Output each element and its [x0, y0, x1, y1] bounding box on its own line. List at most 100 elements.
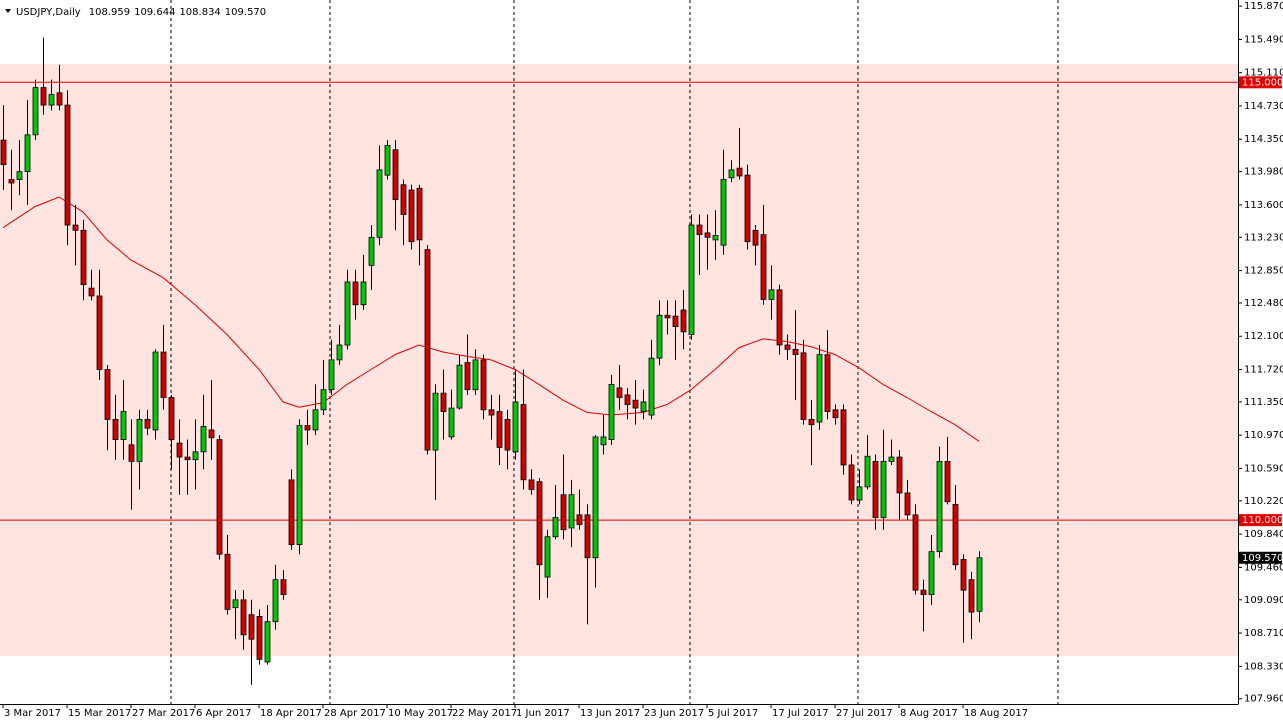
candle-body [8, 179, 15, 184]
candle-body [24, 134, 31, 173]
candle-body [288, 479, 295, 546]
candle-body [384, 144, 391, 176]
candle-body [752, 229, 759, 246]
x-tick-label: 28 Apr 2017 [324, 708, 386, 719]
candle-body [664, 314, 671, 319]
level-label: 110.000 [1242, 515, 1283, 526]
y-tick-label: 113.980 [1244, 167, 1283, 178]
candle-body [712, 235, 719, 241]
candle-body [576, 514, 583, 525]
candle-body [336, 344, 343, 361]
candle-body [232, 599, 239, 609]
x-tick-label: 3 Mar 2017 [4, 708, 61, 719]
candle-body [272, 579, 279, 623]
y-tick-label: 109.840 [1244, 529, 1283, 540]
y-tick-label: 115.110 [1244, 68, 1283, 79]
candle-body [528, 479, 535, 490]
x-tick-label: 5 Jul 2017 [708, 708, 758, 719]
candle-body [696, 224, 703, 236]
candle-body [160, 351, 167, 398]
candle-body [328, 359, 335, 391]
y-tick-label: 114.730 [1244, 101, 1283, 112]
y-tick-label: 108.330 [1244, 661, 1283, 672]
candle-body [568, 494, 575, 529]
candle-body [424, 249, 431, 451]
candle-body [312, 409, 319, 431]
candle-body [96, 295, 103, 370]
x-tick-label: 6 Apr 2017 [196, 708, 251, 719]
candle-body [40, 87, 47, 106]
x-tick-label: 15 Mar 2017 [68, 708, 131, 719]
level-label-box [1239, 76, 1282, 89]
candle-body [128, 444, 135, 462]
candle-body [864, 455, 871, 488]
candle-body [544, 536, 551, 578]
candle-body [816, 354, 823, 423]
y-tick-label: 115.490 [1244, 34, 1283, 45]
candle-body [256, 616, 263, 660]
candle-body [560, 494, 567, 531]
candle-body [920, 589, 927, 595]
y-tick-label: 110.590 [1244, 463, 1283, 474]
candle-body [240, 599, 247, 636]
x-tick-label: 27 Jul 2017 [836, 708, 893, 719]
candle-body [904, 492, 911, 516]
candle-body [944, 461, 951, 503]
candle-body [520, 404, 527, 481]
candle-body [88, 287, 95, 297]
candle-body [936, 461, 943, 553]
plot [0, 37, 1238, 685]
y-tick-label: 107.960 [1244, 694, 1283, 705]
candle-body [824, 354, 831, 412]
candle-body [584, 514, 591, 559]
y-tick-label: 113.600 [1244, 200, 1283, 211]
candle-body [960, 559, 967, 591]
candle-body [408, 189, 415, 243]
candle-body [168, 397, 175, 440]
candle-body [600, 436, 607, 446]
candle-body [184, 456, 191, 461]
candle-body [792, 348, 799, 356]
candle-body [928, 551, 935, 595]
x-tick-label: 23 Jun 2017 [644, 708, 704, 719]
candle-body [776, 289, 783, 346]
y-tick-label: 112.850 [1244, 266, 1283, 277]
menu-arrow[interactable] [5, 9, 11, 13]
candle-body [48, 94, 55, 106]
candle-body [808, 419, 815, 426]
x-tick-label: 1 Jun 2017 [516, 708, 570, 719]
candle-body [856, 486, 863, 501]
candle-body [968, 579, 975, 613]
candle-body [632, 399, 639, 409]
candle-body [400, 184, 407, 215]
candle-body [504, 419, 511, 451]
x-tick-label: 18 Aug 2017 [964, 708, 1028, 719]
level-label: 115.000 [1242, 77, 1283, 88]
candle-body [56, 92, 63, 106]
candle-body [536, 481, 543, 566]
y-tick-label: 111.350 [1244, 397, 1283, 408]
y-tick-label: 115.870 [1244, 1, 1283, 12]
candle-body [432, 392, 439, 451]
level-label-box [1239, 514, 1282, 527]
candle-body [768, 289, 775, 300]
candle-body [704, 232, 711, 238]
candle-body [176, 442, 183, 458]
candle-body [296, 425, 303, 546]
candle-body [720, 179, 727, 246]
candle-body [464, 362, 471, 391]
candle-body [680, 309, 687, 333]
candle-body [392, 149, 399, 201]
candle-body [352, 281, 359, 306]
candle-body [344, 281, 351, 346]
candle-body [616, 387, 623, 398]
candle-body [784, 344, 791, 350]
x-tick-label: 18 Apr 2017 [260, 708, 322, 719]
candle-body [136, 419, 143, 462]
candle-body [512, 401, 519, 453]
candle-body [320, 389, 327, 411]
candle-body [120, 411, 127, 440]
candle-body [248, 614, 255, 640]
candle-body [688, 224, 695, 335]
header-high: 109.644 [134, 7, 175, 18]
